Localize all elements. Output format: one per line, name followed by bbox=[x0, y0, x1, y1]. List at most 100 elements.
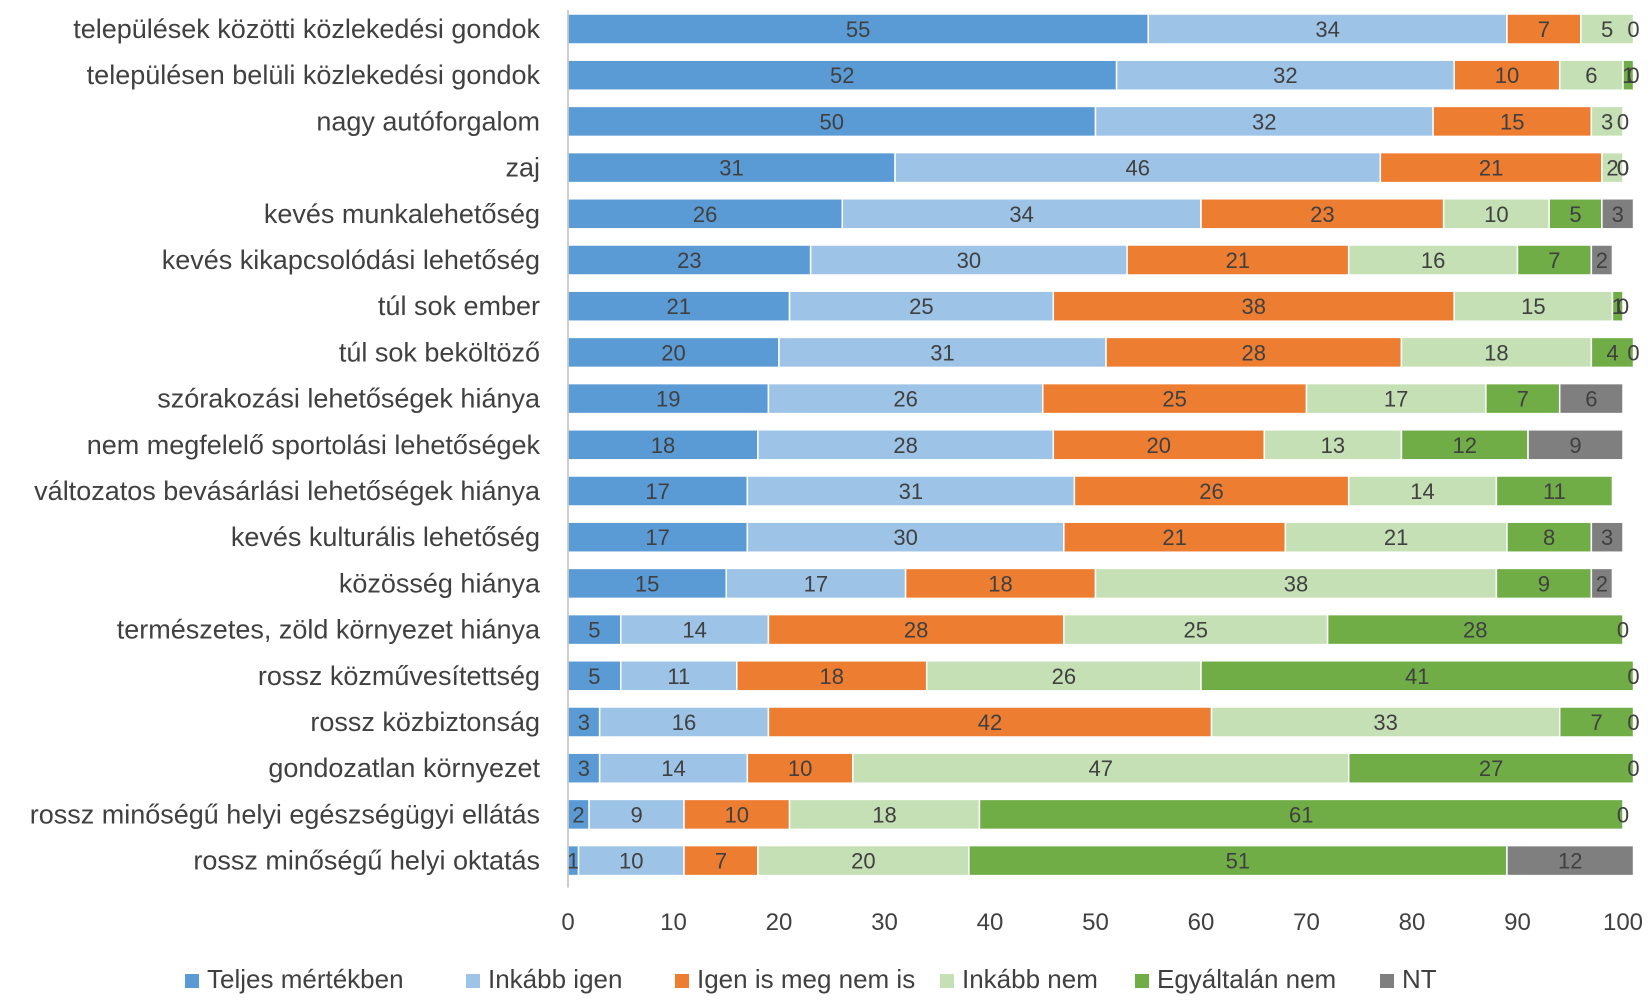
data-label: 34 bbox=[1009, 202, 1033, 227]
data-label: 0 bbox=[1627, 17, 1639, 42]
data-label: 14 bbox=[661, 756, 685, 781]
bar-segment bbox=[567, 244, 812, 276]
data-label: 52 bbox=[830, 63, 854, 88]
bar-segment bbox=[588, 798, 685, 831]
data-label: 15 bbox=[1500, 109, 1524, 134]
data-label: 11 bbox=[1543, 479, 1566, 504]
legend-label: Igen is meg nem is bbox=[697, 964, 915, 994]
data-label: 3 bbox=[578, 756, 590, 781]
legend-label: Egyáltalán nem bbox=[1157, 964, 1336, 994]
data-label: 2 bbox=[1606, 156, 1618, 181]
data-label: 1 bbox=[1612, 294, 1624, 319]
bar-segment bbox=[1506, 844, 1635, 877]
data-label: 42 bbox=[978, 710, 1002, 735]
bar-segment bbox=[767, 706, 1213, 738]
legend-swatch bbox=[1135, 974, 1149, 988]
data-label: 0 bbox=[1617, 618, 1629, 643]
data-label: 38 bbox=[1242, 294, 1266, 319]
data-label: 7 bbox=[1538, 17, 1550, 42]
tick-label: 20 bbox=[766, 909, 793, 936]
legend-label: NT bbox=[1402, 964, 1437, 994]
data-label: 28 bbox=[1463, 618, 1487, 643]
data-label: 1 bbox=[1622, 63, 1634, 88]
data-label: 32 bbox=[1273, 63, 1297, 88]
bar-segment bbox=[1506, 521, 1593, 553]
category-label: változatos bevásárlási lehetőségek hiány… bbox=[34, 476, 541, 506]
data-label: 15 bbox=[635, 571, 659, 596]
category-label: rossz közbiztonság bbox=[310, 707, 540, 737]
bar-segment bbox=[1558, 706, 1635, 738]
data-label: 0 bbox=[1627, 664, 1639, 689]
bar-segment bbox=[577, 844, 685, 877]
bar-segment bbox=[567, 59, 1118, 91]
bar-segment bbox=[1590, 244, 1614, 276]
data-label: 6 bbox=[1585, 63, 1597, 88]
category-label: kevés munkalehetőség bbox=[264, 199, 540, 229]
data-label: 5 bbox=[1569, 202, 1581, 227]
tick-label: 0 bbox=[561, 909, 574, 936]
data-label: 31 bbox=[930, 340, 954, 365]
bar-segment bbox=[1453, 59, 1561, 91]
data-label: 28 bbox=[904, 618, 928, 643]
data-label: 7 bbox=[1548, 248, 1560, 273]
category-label: települések közötti közlekedési gondok bbox=[73, 14, 540, 44]
bar-segment bbox=[757, 429, 1055, 461]
bar-segment bbox=[1495, 475, 1614, 507]
bar-segment bbox=[1590, 336, 1635, 369]
data-label: 10 bbox=[619, 849, 643, 874]
data-label: 23 bbox=[677, 248, 701, 273]
bar-segment bbox=[1063, 521, 1287, 553]
bar-segment bbox=[725, 567, 907, 600]
data-label: 61 bbox=[1289, 802, 1313, 827]
bar-segment bbox=[1400, 429, 1529, 461]
legend-swatch bbox=[1380, 974, 1394, 988]
bar-segment bbox=[1432, 105, 1593, 138]
data-label: 25 bbox=[909, 294, 933, 319]
data-label: 55 bbox=[846, 17, 870, 42]
category-label: rossz minőségű helyi egészségügyi ellátá… bbox=[30, 799, 540, 829]
bar-segment bbox=[757, 844, 970, 877]
data-label: 13 bbox=[1321, 433, 1345, 458]
bar-segment bbox=[1042, 382, 1308, 415]
data-label: 18 bbox=[820, 664, 844, 689]
tick-label: 30 bbox=[871, 909, 898, 936]
data-label: 21 bbox=[1162, 525, 1186, 550]
data-label: 21 bbox=[667, 294, 691, 319]
data-label: 3 bbox=[578, 710, 590, 735]
bar-segment bbox=[567, 752, 601, 784]
category-label: szórakozási lehetőségek hiánya bbox=[157, 384, 541, 414]
data-label: 3 bbox=[1601, 525, 1613, 550]
data-label: 18 bbox=[872, 802, 896, 827]
bar-segment bbox=[1126, 244, 1350, 276]
data-label: 25 bbox=[1183, 618, 1207, 643]
bar-segment bbox=[841, 198, 1202, 230]
bar-segment bbox=[567, 521, 749, 553]
data-label: 25 bbox=[1162, 387, 1186, 412]
bar-segment bbox=[1115, 59, 1455, 91]
data-label: 9 bbox=[1538, 571, 1550, 596]
data-label: 1 bbox=[567, 849, 579, 874]
category-label: településen belüli közlekedési gondok bbox=[87, 60, 541, 90]
category-label: nagy autóforgalom bbox=[316, 106, 540, 136]
bar-segment bbox=[567, 660, 622, 692]
data-label: 30 bbox=[893, 525, 917, 550]
data-label: 4 bbox=[1606, 340, 1618, 365]
bar-segment bbox=[620, 660, 738, 692]
data-label: 17 bbox=[1384, 387, 1408, 412]
category-label: kevés kulturális lehetőség bbox=[231, 522, 540, 552]
data-label: 12 bbox=[1453, 433, 1477, 458]
bar-segment bbox=[904, 567, 1097, 600]
x-axis: 0 10 20 30 40 50 60 70 80 90 100 bbox=[561, 10, 1643, 936]
bar-segment bbox=[746, 521, 1065, 553]
data-label: 5 bbox=[588, 618, 600, 643]
bar-segment bbox=[978, 798, 1624, 831]
data-label: 15 bbox=[1521, 294, 1545, 319]
bar-segment bbox=[1200, 660, 1635, 692]
tick-label: 10 bbox=[660, 909, 687, 936]
category-label: rossz minőségű helyi oktatás bbox=[193, 846, 540, 876]
bar-segment bbox=[598, 752, 749, 784]
bar-segment bbox=[1442, 198, 1550, 230]
bar-segment bbox=[1063, 613, 1329, 646]
data-label: 12 bbox=[1558, 849, 1582, 874]
